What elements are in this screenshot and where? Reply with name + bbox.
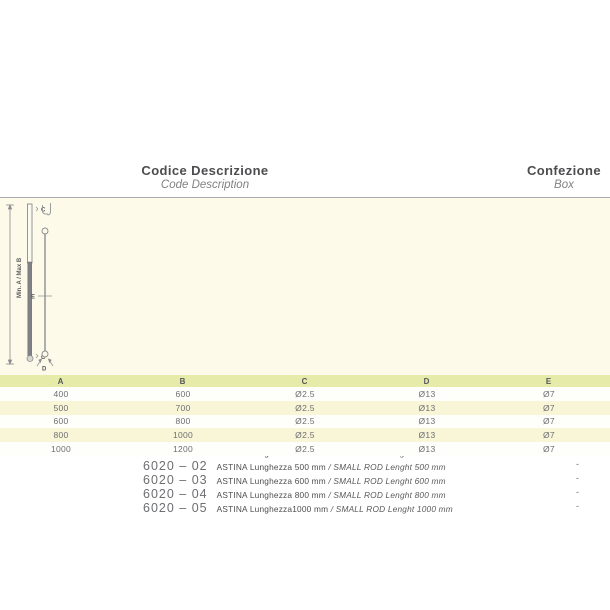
cell-b: 700	[122, 400, 244, 415]
cell-e: Ø7	[488, 400, 610, 415]
description-italian: ASTINA Lunghezza 600 mm	[216, 476, 329, 486]
table-header-row: A B C D E	[0, 375, 610, 387]
dimension-line	[6, 203, 14, 366]
product-row: 6020 – 05 ASTINA Lunghezza1000 mm / SMAL…	[143, 501, 603, 515]
box-quantity: -	[576, 473, 579, 483]
cell-e: Ø7	[488, 387, 610, 401]
dimensions-table: A B C D E 400 600 Ø2.5 Ø13 Ø7 500 700 Ø2…	[0, 375, 610, 456]
column-header-a: A	[0, 375, 122, 387]
table-row: 600 800 Ø2.5 Ø13 Ø7	[0, 414, 610, 429]
description-italian: ASTINA Lunghezza 500 mm	[216, 462, 329, 472]
cell-b: 1000	[122, 428, 244, 443]
header-subtitle-code: Code Description	[160, 179, 250, 191]
cell-d: Ø13	[366, 442, 488, 456]
table-row: 400 600 Ø2.5 Ø13 Ø7	[0, 387, 610, 401]
product-row: 6020 – 04 ASTINA Lunghezza 800 mm / SMAL…	[143, 487, 603, 501]
cell-a: 400	[0, 387, 122, 401]
product-code: 6020 – 03	[143, 473, 208, 487]
product-row: 6020 – 02 ASTINA Lunghezza 500 mm / SMAL…	[143, 459, 603, 473]
table-row: 500 700 Ø2.5 Ø13 Ø7	[0, 400, 610, 415]
box-quantity: -	[576, 459, 579, 469]
box-quantity: -	[576, 501, 579, 511]
label-d: D	[42, 367, 47, 373]
description-italian: ASTINA Lunghezza 800 mm	[216, 490, 329, 500]
product-description: ASTINA Lunghezza1000 mm / SMALL ROD Leng…	[217, 504, 453, 514]
label-e: E	[31, 295, 35, 301]
description-english: / SMALL ROD Lenght 500 mm	[328, 462, 446, 472]
cell-e: Ø7	[488, 414, 610, 429]
label-c-top: C	[41, 208, 46, 214]
cell-c: Ø2.5	[244, 428, 366, 443]
product-row: 6020 – 03 ASTINA Lunghezza 600 mm / SMAL…	[143, 473, 603, 487]
cell-c: Ø2.5	[244, 400, 366, 415]
header-subtitle-box: Box	[554, 179, 574, 191]
cell-d: Ø13	[366, 428, 488, 443]
content-panel: Min. A / Max B C C	[0, 198, 610, 515]
product-description: ASTINA Lunghezza 800 mm / SMALL ROD Leng…	[217, 490, 446, 500]
product-code: 6020 – 05	[143, 501, 208, 515]
cell-d: Ø13	[366, 400, 488, 415]
product-description: ASTINA Lunghezza 500 mm / SMALL ROD Leng…	[217, 462, 446, 472]
box-quantity: -	[576, 487, 579, 497]
rod-side-view	[26, 203, 34, 362]
cell-d: Ø13	[366, 387, 488, 401]
rod-technical-drawing: Min. A / Max B C C	[6, 203, 54, 373]
cell-a: 600	[0, 414, 122, 429]
header-title-codice: Codice Descrizione	[141, 163, 269, 178]
cell-c: Ø2.5	[244, 414, 366, 429]
cell-d: Ø13	[366, 414, 488, 429]
column-header-e: E	[488, 375, 610, 387]
description-english: / SMALL ROD Lenght 600 mm	[328, 476, 446, 486]
product-code: 6020 – 02	[143, 459, 208, 473]
table-row: 1000 1200 Ø2.5 Ø13 Ø7	[0, 442, 610, 456]
product-code: 6020 – 04	[143, 487, 208, 501]
header-divider	[0, 197, 610, 198]
c-dimension-marks	[35, 206, 39, 359]
cell-a: 500	[0, 400, 122, 415]
description-english: / SMALL ROD Lenght 1000 mm	[330, 504, 453, 514]
header-title-confezione: Confezione	[526, 163, 601, 178]
cell-b: 1200	[122, 442, 244, 456]
product-description: ASTINA Lunghezza 600 mm / SMALL ROD Leng…	[217, 476, 446, 486]
cell-b: 600	[122, 387, 244, 401]
description-italian: ASTINA Lunghezza1000 mm	[216, 504, 331, 514]
column-header-b: B	[122, 375, 244, 387]
description-english: / SMALL ROD Lenght 800 mm	[328, 490, 446, 500]
box-header: Confezione Box	[527, 163, 601, 192]
cell-c: Ø2.5	[244, 442, 366, 456]
cell-e: Ø7	[488, 428, 610, 443]
d-dimension-arrows	[36, 358, 54, 367]
cell-e: Ø7	[488, 442, 610, 456]
column-header-c: C	[244, 375, 366, 387]
cell-c: Ø2.5	[244, 387, 366, 401]
code-description-header: Codice Descrizione Code Description	[80, 163, 330, 192]
column-header-d: D	[366, 375, 488, 387]
cell-a: 1000	[0, 442, 122, 456]
dimension-label: Min. A / Max B	[17, 257, 23, 298]
cell-a: 800	[0, 428, 122, 443]
rod-front-view	[38, 203, 52, 358]
label-c-bottom: C	[41, 355, 46, 361]
table-row: 800 1000 Ø2.5 Ø13 Ø7	[0, 428, 610, 443]
cell-b: 800	[122, 414, 244, 429]
